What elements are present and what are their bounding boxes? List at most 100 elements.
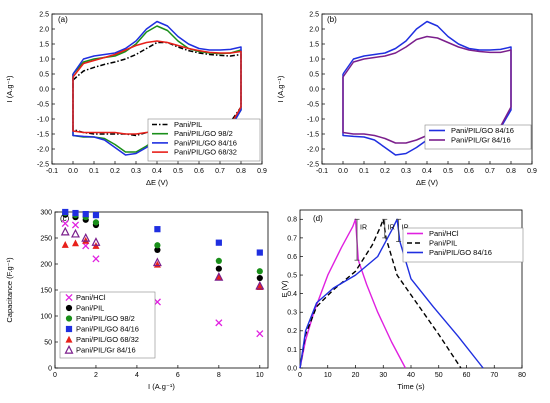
ir-annotation: IR <box>388 224 395 231</box>
y-tick-label: -2.0 <box>307 146 319 153</box>
legend-entry: Pani/PIL <box>76 304 104 313</box>
y-axis-label: Capacitance (F.g⁻¹) <box>5 257 14 323</box>
x-tick-label: 0.3 <box>401 168 411 175</box>
legend-marker <box>65 304 73 312</box>
y-tick-label: 0.5 <box>309 71 319 78</box>
x-tick-label: 10 <box>324 372 332 379</box>
legend-entry: Pani/PIL <box>174 120 202 129</box>
marker-pani-pil-gr-84-16 <box>60 226 70 236</box>
x-tick-label: 0.4 <box>152 168 162 175</box>
y-tick-label: 2.0 <box>309 26 319 33</box>
x-tick-label: 30 <box>379 372 387 379</box>
marker-pani-pil-go-98-2 <box>154 242 161 249</box>
x-tick-label: -0.1 <box>46 168 58 175</box>
y-tick-label: 1.0 <box>309 56 319 63</box>
y-tick-label: 1.0 <box>39 56 49 63</box>
marker-pani-pil-go-68-32 <box>61 241 69 248</box>
y-tick-label: -1.5 <box>307 131 319 138</box>
x-axis-label: ΔE (V) <box>416 178 439 187</box>
legend-marker <box>65 293 73 302</box>
legend-entry: Pani/PIL/GO 84/16 <box>76 325 139 334</box>
legend-entry: Pani/PIL/GO 68/32 <box>174 148 237 157</box>
y-tick-label: 250 <box>40 235 52 242</box>
y-tick-label: 2.5 <box>39 11 49 18</box>
marker-pani-pil-gr-84-16 <box>255 280 265 290</box>
x-tick-label: 4 <box>135 372 139 379</box>
x-tick-label: 0.6 <box>464 168 474 175</box>
y-tick-label: 2.5 <box>309 11 319 18</box>
x-tick-label: 0.0 <box>338 168 348 175</box>
y-tick-label: 300 <box>40 209 52 216</box>
x-axis-label: ΔE (V) <box>146 178 169 187</box>
panel-label: (b) <box>327 15 337 24</box>
marker-pani-pil-go-84-16 <box>256 249 263 256</box>
marker-pani-pil-go-68-32 <box>256 283 264 290</box>
x-tick-label: 0.8 <box>506 168 516 175</box>
ir-annotation: IR <box>360 224 367 231</box>
x-tick-label: 60 <box>463 372 471 379</box>
y-axis-label: I (A.g⁻¹) <box>276 75 285 102</box>
marker-pani-pil-gr-84-16 <box>214 271 224 281</box>
y-tick-label: 0.2 <box>287 328 297 335</box>
y-tick-label: -2.5 <box>307 161 319 168</box>
y-tick-label: 0.5 <box>39 71 49 78</box>
y-axis-label: E (V) <box>280 280 289 298</box>
marker-pani-pil-gr-84-16 <box>152 257 162 267</box>
marker-pani-pil-go-84-16 <box>92 212 100 219</box>
x-tick-label: 0.1 <box>89 168 99 175</box>
legend-entry: Pani/PIL/GO 98/2 <box>174 129 233 138</box>
y-tick-label: -0.5 <box>307 101 319 108</box>
y-tick-label: 0.7 <box>287 235 297 242</box>
x-tick-label: 80 <box>518 372 526 379</box>
legend-box <box>147 118 261 162</box>
panel-label: (a) <box>58 15 68 24</box>
marker-pani-hcl <box>256 330 264 338</box>
marker-pani-pil-go-98-2 <box>215 257 222 264</box>
legend-entry: Pani/PIL/Gr 84/16 <box>451 136 511 145</box>
legend-marker <box>65 315 73 322</box>
legend-entry: Pani/PIL/Gr 84/16 <box>76 346 136 355</box>
y-tick-label: 0.4 <box>287 291 297 298</box>
x-tick-label: 0.4 <box>422 168 432 175</box>
panel-d-charge-discharge-plot: 0 10 20 30 40 50 60 70 80 0.0 0.1 0.2 0.3 0.4 0.5 0.6 0.… <box>280 209 526 391</box>
y-tick-label: -1.5 <box>37 131 49 138</box>
y-tick-label: -0.5 <box>37 101 49 108</box>
series-line-pani-pil-gr-84-16 <box>342 35 512 144</box>
panel-label: (d) <box>313 214 323 223</box>
series-line-pani-pil-go-84-16 <box>299 218 484 369</box>
marker-pani-hcl <box>92 255 100 263</box>
legend-box <box>59 291 156 359</box>
marker-pani-hcl <box>61 219 69 227</box>
y-tick-label: -1.0 <box>307 116 319 123</box>
series-line-pani-pil-go-68-32 <box>72 40 242 135</box>
marker-pani-pil-go-68-32 <box>82 236 90 244</box>
x-tick-label: 50 <box>435 372 443 379</box>
y-tick-label: 200 <box>40 261 52 268</box>
y-tick-label: 0.6 <box>287 254 297 261</box>
legend-entry: Pani/PIL/GO 98/2 <box>76 314 135 323</box>
panel-a-cv-plot: -0.1 0.0 0.1 0.2 0.3 0.4 0.5 0.6 0.7 0.8 0.9 -2.5 -2… <box>5 11 267 187</box>
y-tick-label: 0.8 <box>287 217 297 224</box>
x-tick-label: 20 <box>352 372 360 379</box>
marker-pani-pil-go-84-16 <box>154 226 161 233</box>
x-tick-label: 0.2 <box>110 168 120 175</box>
x-tick-label: 8 <box>217 372 221 379</box>
x-tick-label: 0.6 <box>194 168 204 175</box>
legend-entry: Pani/PIL/GO 84/16 <box>451 126 514 135</box>
x-tick-label: 0.5 <box>173 168 183 175</box>
legend-marker <box>65 325 73 333</box>
y-tick-label: 0.1 <box>287 347 297 354</box>
y-tick-label: 1.5 <box>309 41 319 48</box>
y-tick-label: 0.0 <box>39 86 49 93</box>
legend-entry: Pani/HCl <box>76 293 106 302</box>
x-tick-label: 70 <box>490 372 498 379</box>
legend-entry: Pani/HCl <box>429 229 459 238</box>
marker-pani-pil-gr-84-16 <box>91 237 101 246</box>
series-line-pani-pil-go-84-16 <box>342 20 512 156</box>
marker-pani-pil-go-68-32 <box>215 273 223 281</box>
y-tick-label: -1.0 <box>37 116 49 123</box>
legend-box <box>424 124 532 150</box>
x-tick-label: 0.1 <box>359 168 369 175</box>
y-tick-label: 1.5 <box>39 41 49 48</box>
